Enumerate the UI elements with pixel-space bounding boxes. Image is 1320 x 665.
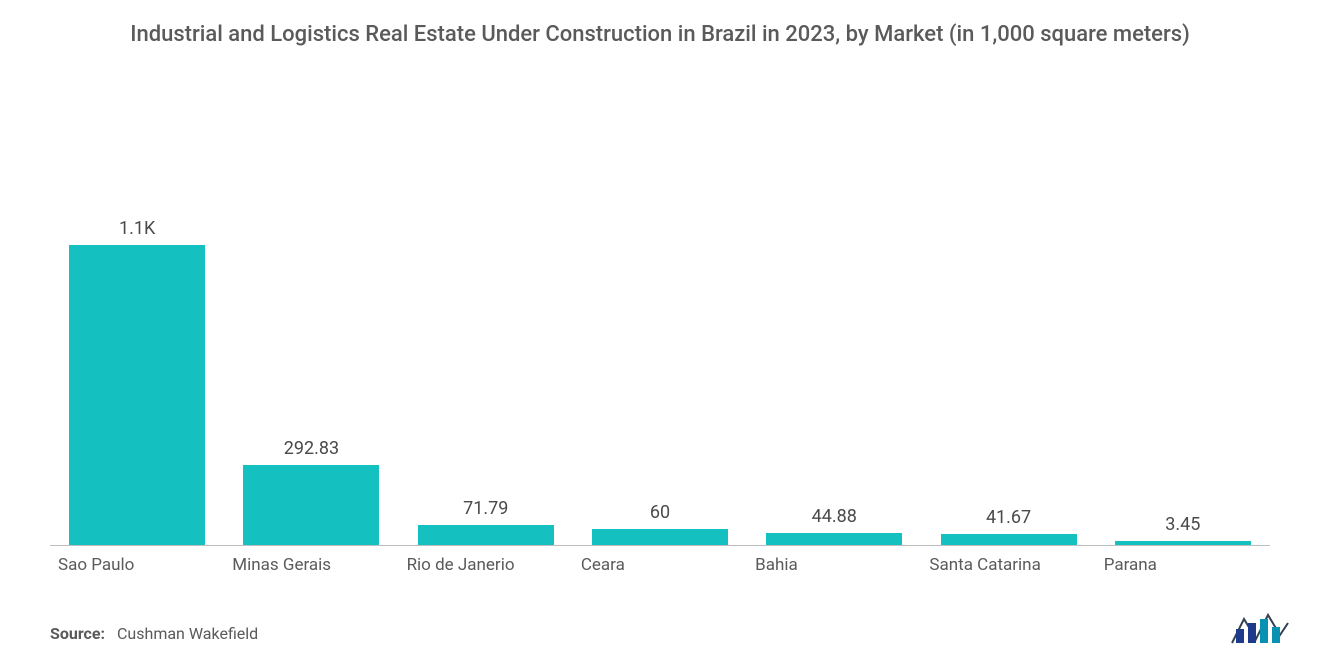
bar xyxy=(243,465,379,545)
logo-bar-icon xyxy=(1248,623,1256,643)
bar-value-label: 41.67 xyxy=(986,507,1031,528)
bar xyxy=(418,525,554,545)
source-text: Cushman Wakefield xyxy=(117,624,258,643)
bar-value-label: 3.45 xyxy=(1165,514,1200,535)
x-axis-label: Ceara xyxy=(573,555,747,575)
x-axis-label: Sao Paulo xyxy=(50,555,224,575)
bar xyxy=(941,534,1077,545)
source-label: Source: xyxy=(50,624,105,643)
logo-bar-icon xyxy=(1260,619,1268,643)
logo-bar-icon xyxy=(1236,629,1244,643)
x-axis-label: Parana xyxy=(1096,555,1270,575)
bar-value-label: 292.83 xyxy=(284,438,339,459)
x-axis-baseline xyxy=(50,545,1270,546)
source-attribution: Source: Cushman Wakefield xyxy=(50,624,258,643)
bar-value-label: 44.88 xyxy=(812,506,857,527)
bar xyxy=(592,529,728,545)
bar-column: 292.83 xyxy=(224,180,398,545)
chart-title: Industrial and Logistics Real Estate Und… xyxy=(0,0,1320,60)
x-axis-label: Bahia xyxy=(747,555,921,575)
x-axis-label: Minas Gerais xyxy=(224,555,398,575)
bar xyxy=(766,533,902,545)
mordor-logo-icon xyxy=(1230,609,1290,647)
chart-plot-area: 1.1K 292.83 71.79 60 44.88 41.67 3.45 xyxy=(50,180,1270,545)
bar-column: 71.79 xyxy=(399,180,573,545)
x-axis-label: Rio de Janerio xyxy=(399,555,573,575)
logo-bar-icon xyxy=(1272,627,1280,643)
x-axis-labels: Sao PauloMinas GeraisRio de JanerioCeara… xyxy=(50,555,1270,575)
bar-column: 41.67 xyxy=(921,180,1095,545)
bar-column: 1.1K xyxy=(50,180,224,545)
bar-column: 3.45 xyxy=(1096,180,1270,545)
bar-column: 44.88 xyxy=(747,180,921,545)
bar-value-label: 1.1K xyxy=(119,218,155,239)
x-axis-label: Santa Catarina xyxy=(921,555,1095,575)
bar-chart: 1.1K 292.83 71.79 60 44.88 41.67 3.45 xyxy=(50,180,1270,545)
bar-value-label: 71.79 xyxy=(463,498,508,519)
bar-column: 60 xyxy=(573,180,747,545)
bar-value-label: 60 xyxy=(650,502,670,523)
bar xyxy=(69,245,205,545)
